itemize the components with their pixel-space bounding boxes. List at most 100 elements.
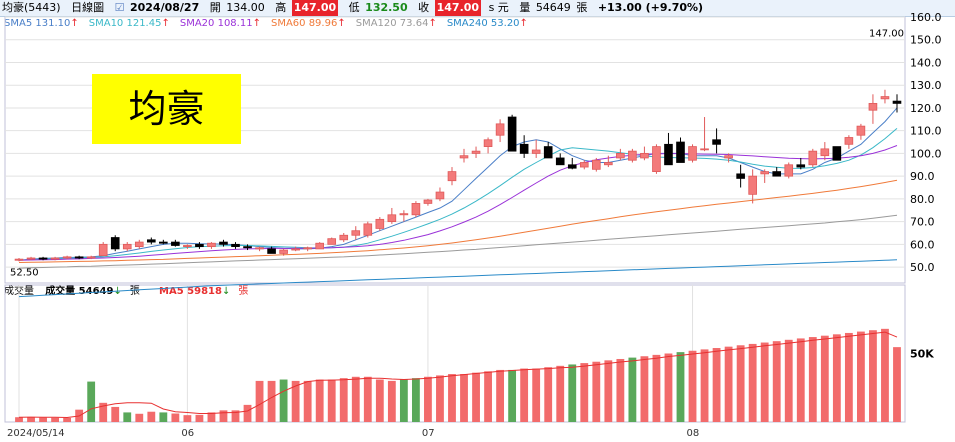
volume-bar (664, 353, 673, 422)
candle-body (676, 141, 685, 163)
chart-date: 2024/08/27 (129, 1, 200, 14)
candle-body (868, 102, 878, 111)
volume-bar (556, 365, 565, 422)
candle-body (74, 256, 84, 259)
volume-ma-legend-entry: MA5 59818↓ 張 (159, 286, 249, 297)
candle-body (856, 125, 866, 136)
volume-bar (87, 381, 96, 422)
candle-body (183, 245, 192, 248)
volume-bar (99, 402, 108, 422)
volume-bar (544, 367, 553, 422)
volume-bar (532, 368, 541, 422)
volume-bar (315, 379, 324, 422)
volume-bar (375, 379, 384, 422)
candle-body (110, 237, 120, 250)
candle-body (26, 257, 36, 260)
candle-body (844, 137, 854, 145)
volume-tick-label: 50K (910, 348, 934, 361)
candle-body (303, 247, 312, 250)
volume-bar (604, 360, 613, 422)
volume-bar (339, 378, 348, 422)
candle-body (604, 162, 613, 166)
volume-bar (63, 417, 72, 422)
volume-bar (592, 361, 601, 422)
close-value: 147.00 (434, 0, 482, 16)
volume-bar (327, 379, 336, 422)
volume-bar (255, 380, 264, 422)
up-arrow-icon: ↑ (337, 18, 346, 29)
price-tick-label: 70.0 (910, 216, 935, 229)
volume-value: 54649 (535, 1, 571, 14)
volume-bar (628, 357, 637, 422)
close-label: 收 (418, 1, 430, 14)
volume-bar (39, 417, 47, 422)
candle-body (435, 191, 445, 200)
candle-body (471, 150, 481, 154)
candle-body (291, 248, 300, 251)
volume-bar (387, 380, 396, 422)
volume-bar (484, 371, 492, 422)
volume-bar (291, 380, 300, 422)
candle-body (375, 218, 385, 229)
low-value: 132.50 (365, 1, 408, 14)
volume-bar (111, 406, 120, 422)
candle-body (712, 139, 721, 145)
candle-body (628, 150, 637, 161)
volume-bar (760, 342, 769, 422)
price-tick-label: 150.0 (910, 34, 942, 47)
price-annotation: 147.00 (869, 29, 904, 40)
chart-type[interactable]: 日線圖 (71, 1, 105, 14)
volume-bar (748, 343, 757, 422)
candle-body (327, 238, 337, 245)
candle-body (255, 247, 264, 250)
calendar-icon[interactable]: ☑ (114, 1, 125, 14)
x-tick-label: 08 (687, 428, 700, 439)
candle-body (171, 241, 180, 246)
candle-body (315, 242, 324, 250)
volume-bar (893, 347, 901, 422)
volume-bar (279, 379, 288, 422)
candle-body (195, 243, 204, 248)
volume-bar (700, 349, 709, 422)
low-label: 低 (348, 1, 360, 14)
volume-bar (123, 412, 132, 422)
volume-bar (135, 413, 144, 422)
price-annotation: 52.50 (10, 267, 39, 278)
open-label: 開 (209, 1, 221, 14)
candle-body (784, 164, 794, 177)
high-value: 147.00 (291, 0, 339, 16)
candle-body (760, 171, 769, 175)
candle-body (38, 257, 48, 260)
candle-body (339, 234, 349, 241)
volume-bar (784, 339, 793, 422)
candle-body (664, 143, 673, 166)
x-tick-label: 06 (181, 428, 194, 439)
volume-label: 量 (519, 1, 531, 14)
volume-bar (436, 375, 444, 422)
sma-legend-entry: SMA240 53.20↑ (446, 18, 528, 29)
candle-body (892, 100, 902, 104)
volume-bar (652, 354, 661, 422)
candle-body (543, 146, 553, 159)
sma-legend-entry: SMA10 121.45↑ (88, 18, 170, 29)
candle-body (616, 153, 625, 159)
candle-body (531, 149, 541, 154)
candle-body (387, 214, 397, 223)
volume-bar (640, 356, 649, 422)
candle-body (207, 242, 216, 248)
volume-bar (195, 414, 204, 422)
candle-body (688, 146, 697, 161)
volume-bar (580, 363, 589, 422)
candle-body (772, 171, 782, 177)
price-tick-label: 50.0 (910, 261, 935, 274)
candle-body (880, 96, 890, 100)
up-arrow-icon: ↑ (519, 18, 528, 29)
volume-bar (183, 415, 192, 422)
candle-body (567, 164, 577, 169)
volume-bar (351, 376, 360, 422)
price-tick-label: 110.0 (910, 125, 942, 138)
volume-bar (15, 417, 23, 422)
sma-line (18, 145, 898, 261)
up-arrow-icon: ↑ (161, 18, 170, 29)
